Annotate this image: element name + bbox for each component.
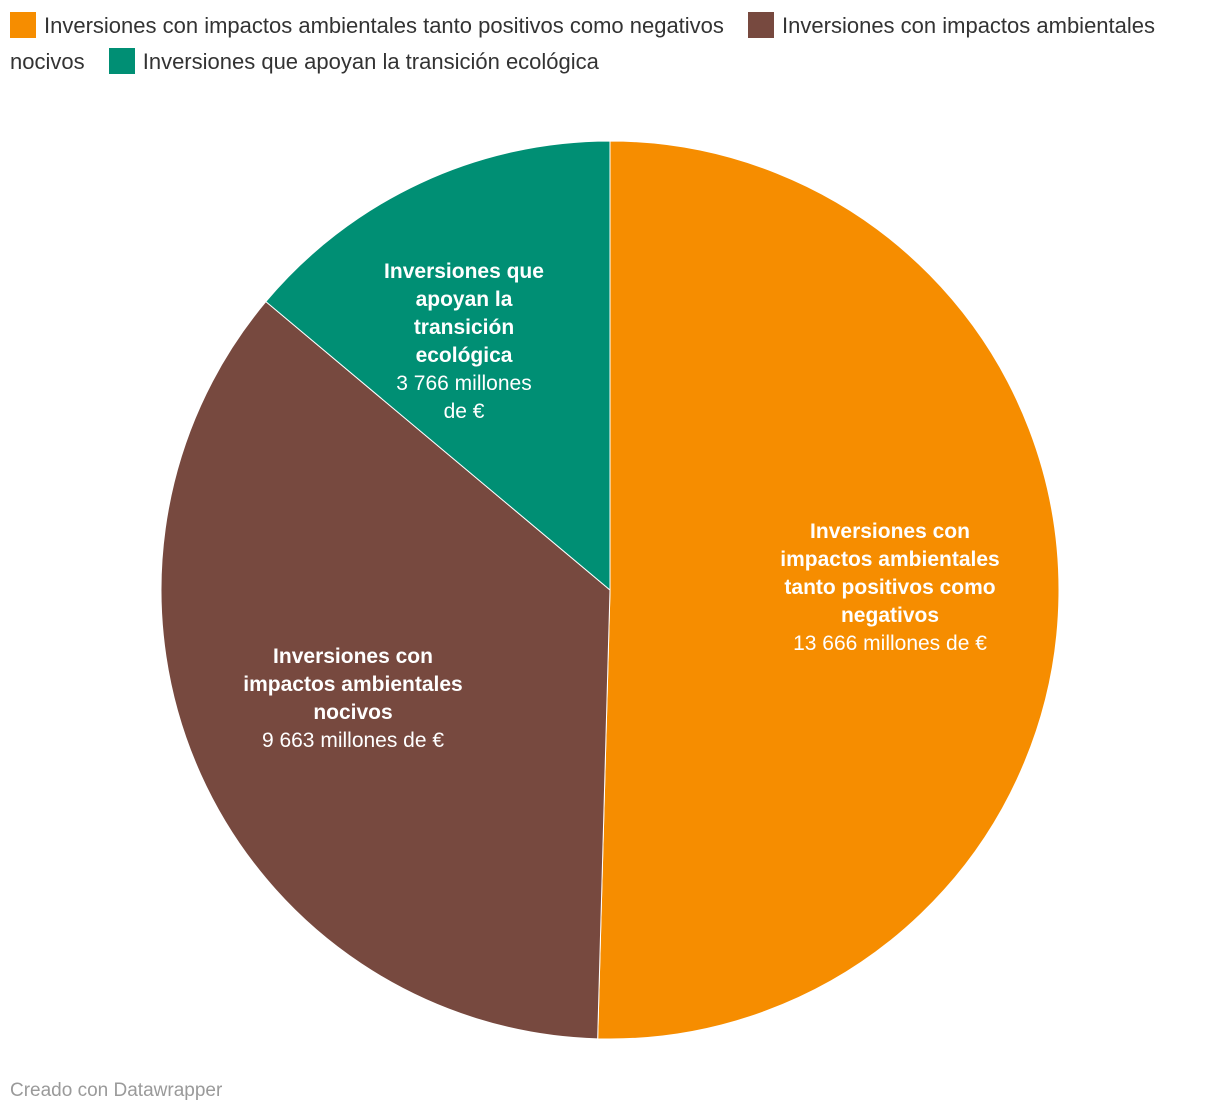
legend-label-mixed: Inversiones con impactos ambientales tan… xyxy=(44,13,724,38)
legend-label-harmful: Inversiones con impactos ambientales noc… xyxy=(10,13,1156,74)
pie-slice-green xyxy=(265,140,611,592)
slice-label-mixed: Inversiones con impactos ambientales tanto… xyxy=(780,520,999,655)
datawrapper-credit: Creado con Datawrapper xyxy=(10,1080,223,1101)
slice-label-harmful: Inversiones con impactos ambientales nociv… xyxy=(243,645,462,752)
legend-swatch-mixed xyxy=(10,12,36,38)
legend-item-green: Inversiones que apoyan la transición eco… xyxy=(108,48,599,74)
legend-item-mixed: Inversiones con impactos ambientales tan… xyxy=(10,12,724,38)
chart-legend: Inversiones con impactos ambientales tan… xyxy=(10,8,1210,80)
pie-slice-mixed xyxy=(597,140,1060,1040)
legend-swatch-harmful xyxy=(748,12,775,38)
legend-item-harmful: Inversiones con impactos ambientales noc… xyxy=(10,12,1156,74)
slice-label-green: Inversiones que apoyan la transición ecológ… xyxy=(384,260,544,423)
legend-swatch-green xyxy=(108,48,135,74)
pie-slice-harmful xyxy=(160,300,611,1040)
legend-label-green: Inversiones que apoyan la transición eco… xyxy=(142,49,599,74)
